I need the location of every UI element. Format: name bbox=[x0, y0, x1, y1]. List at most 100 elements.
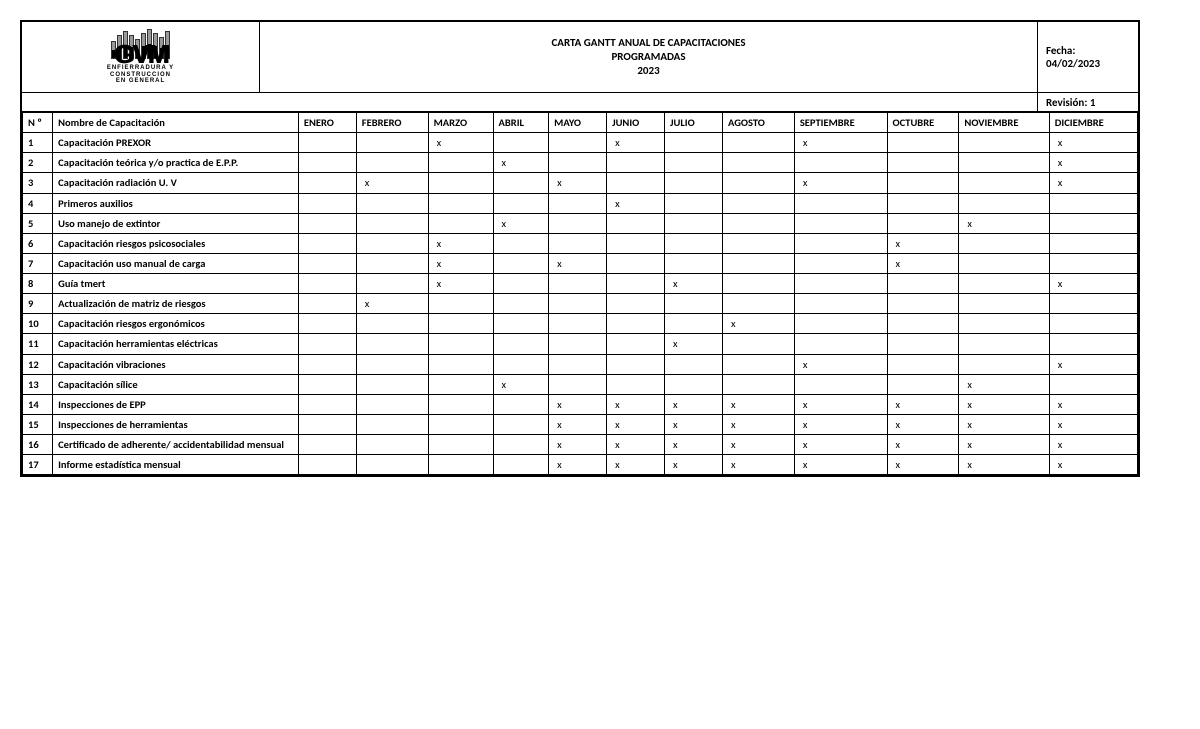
table-row: 10Capacitación riesgos ergonómicosx bbox=[23, 314, 1138, 334]
month-cell bbox=[298, 233, 356, 253]
month-cell: x bbox=[959, 394, 1049, 414]
month-cell: x bbox=[887, 394, 959, 414]
month-cell bbox=[493, 233, 549, 253]
month-cell: x bbox=[428, 253, 493, 273]
month-cell bbox=[959, 173, 1049, 193]
month-cell bbox=[665, 133, 723, 153]
month-cell bbox=[356, 253, 428, 273]
month-cell: x bbox=[665, 435, 723, 455]
logo-main-text: GVM bbox=[114, 47, 167, 63]
month-cell: x bbox=[1049, 394, 1137, 414]
month-cell bbox=[298, 173, 356, 193]
header-row-cells: N º Nombre de Capacitación ENERO FEBRERO… bbox=[23, 113, 1138, 133]
month-cell bbox=[493, 294, 549, 314]
date-cell: Fecha: 04/02/2023 bbox=[1038, 22, 1138, 92]
month-cell bbox=[493, 354, 549, 374]
month-cell: x bbox=[959, 414, 1049, 434]
month-cell bbox=[794, 374, 887, 394]
month-cell bbox=[356, 414, 428, 434]
month-cell bbox=[298, 294, 356, 314]
month-cell bbox=[607, 294, 665, 314]
month-cell: x bbox=[665, 455, 723, 475]
month-cell bbox=[549, 233, 607, 253]
month-header: MARZO bbox=[428, 113, 493, 133]
month-cell bbox=[607, 213, 665, 233]
month-cell: x bbox=[549, 455, 607, 475]
table-row: 2Capacitación teórica y/o practica de E.… bbox=[23, 153, 1138, 173]
table-row: 17Informe estadística mensualxxxxxxxx bbox=[23, 455, 1138, 475]
month-cell bbox=[607, 314, 665, 334]
table-row: 6Capacitación riesgos psicosocialesxx bbox=[23, 233, 1138, 253]
month-header: JUNIO bbox=[607, 113, 665, 133]
month-cell bbox=[428, 394, 493, 414]
month-cell bbox=[493, 455, 549, 475]
month-cell bbox=[1049, 233, 1137, 253]
month-cell bbox=[722, 233, 794, 253]
month-cell: x bbox=[1049, 354, 1137, 374]
month-cell bbox=[887, 294, 959, 314]
month-cell: x bbox=[887, 233, 959, 253]
month-cell bbox=[722, 274, 794, 294]
month-cell bbox=[493, 133, 549, 153]
month-cell: x bbox=[665, 274, 723, 294]
month-cell bbox=[794, 294, 887, 314]
month-cell: x bbox=[549, 435, 607, 455]
month-cell bbox=[1049, 213, 1137, 233]
month-cell bbox=[356, 153, 428, 173]
month-cell bbox=[356, 455, 428, 475]
month-cell bbox=[722, 153, 794, 173]
month-cell bbox=[607, 173, 665, 193]
month-cell bbox=[607, 374, 665, 394]
month-cell bbox=[298, 414, 356, 434]
row-name: Informe estadística mensual bbox=[53, 455, 299, 475]
month-cell bbox=[887, 354, 959, 374]
month-cell: x bbox=[493, 374, 549, 394]
month-cell bbox=[665, 213, 723, 233]
month-header: AGOSTO bbox=[722, 113, 794, 133]
month-cell: x bbox=[1049, 274, 1137, 294]
month-cell bbox=[298, 314, 356, 334]
table-body: 1Capacitación PREXORxxxx2Capacitación te… bbox=[23, 133, 1138, 475]
revision-spacer bbox=[22, 93, 1038, 111]
month-cell bbox=[549, 213, 607, 233]
month-cell bbox=[794, 233, 887, 253]
month-cell bbox=[493, 173, 549, 193]
month-cell bbox=[665, 253, 723, 273]
table-row: 4Primeros auxiliosx bbox=[23, 193, 1138, 213]
row-number: 6 bbox=[23, 233, 53, 253]
month-cell bbox=[887, 133, 959, 153]
month-cell: x bbox=[722, 414, 794, 434]
month-cell bbox=[794, 213, 887, 233]
month-cell bbox=[298, 354, 356, 374]
row-name: Capacitación riesgos ergonómicos bbox=[53, 314, 299, 334]
month-cell: x bbox=[549, 173, 607, 193]
month-cell bbox=[356, 274, 428, 294]
month-cell: x bbox=[1049, 414, 1137, 434]
month-cell: x bbox=[428, 133, 493, 153]
month-cell bbox=[493, 414, 549, 434]
month-cell bbox=[959, 153, 1049, 173]
month-cell bbox=[356, 193, 428, 213]
month-cell bbox=[887, 274, 959, 294]
month-cell bbox=[298, 153, 356, 173]
month-cell bbox=[428, 334, 493, 354]
row-name: Certificado de adherente/ accidentabilid… bbox=[53, 435, 299, 455]
month-cell bbox=[428, 414, 493, 434]
table-row: 3Capacitación radiación U. Vxxxx bbox=[23, 173, 1138, 193]
month-cell bbox=[722, 173, 794, 193]
month-cell bbox=[959, 334, 1049, 354]
row-number: 17 bbox=[23, 455, 53, 475]
month-cell bbox=[298, 435, 356, 455]
table-row: 7Capacitación uso manual de cargaxxx bbox=[23, 253, 1138, 273]
month-cell bbox=[298, 455, 356, 475]
month-cell bbox=[722, 193, 794, 213]
month-cell bbox=[722, 334, 794, 354]
month-cell bbox=[794, 314, 887, 334]
month-cell: x bbox=[959, 213, 1049, 233]
month-cell: x bbox=[607, 414, 665, 434]
month-cell bbox=[549, 374, 607, 394]
month-cell bbox=[959, 314, 1049, 334]
month-cell: x bbox=[794, 354, 887, 374]
month-cell bbox=[794, 153, 887, 173]
month-cell bbox=[722, 253, 794, 273]
